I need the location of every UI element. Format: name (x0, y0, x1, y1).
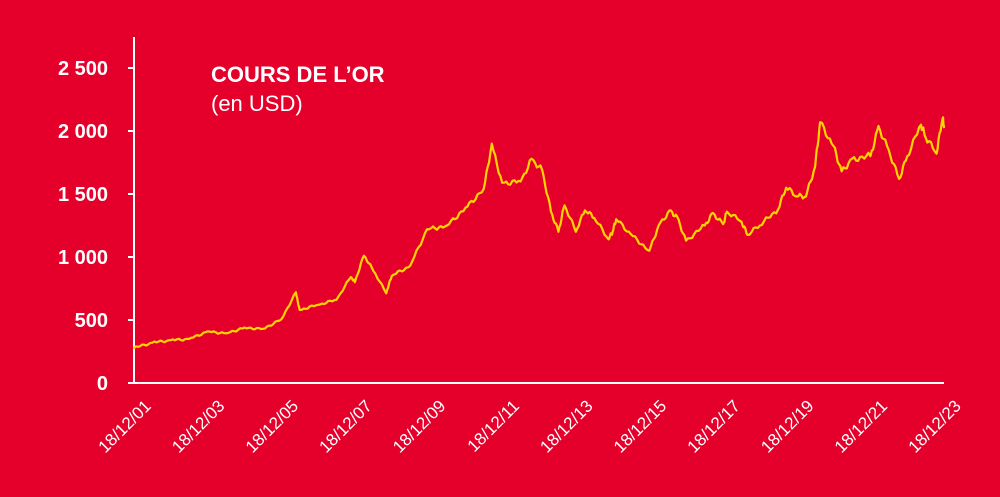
y-tick-label: 0 (97, 373, 108, 395)
y-tick-label: 1 500 (58, 184, 108, 206)
y-tick-label: 500 (75, 310, 108, 332)
y-axis-ticks: 0 500 1 000 1 500 2 000 2 500 (58, 58, 134, 395)
y-tick-label: 1 000 (58, 247, 108, 269)
y-tick-label: 2 000 (58, 121, 108, 143)
y-tick-label: 2 500 (58, 58, 108, 80)
gold-price-line (132, 116, 946, 350)
chart-subtitle: (en USD) (211, 91, 303, 116)
chart-title: COURS DE L’OR (211, 62, 385, 87)
